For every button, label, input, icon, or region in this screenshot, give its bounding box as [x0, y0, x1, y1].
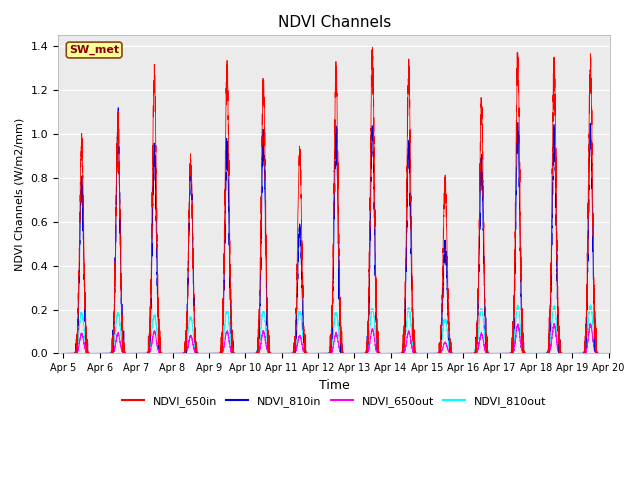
Line: NDVI_810out: NDVI_810out — [63, 305, 609, 353]
NDVI_650in — [605, 350, 612, 356]
NDVI_810out — [176, 350, 184, 356]
NDVI_810out — [603, 350, 611, 356]
NDVI_650in — [412, 349, 419, 355]
NDVI_650in — [171, 350, 179, 356]
Text: SW_met: SW_met — [69, 45, 119, 55]
NDVI_810in — [412, 349, 419, 355]
NDVI_810out — [587, 302, 595, 308]
Line: NDVI_650out: NDVI_650out — [63, 324, 609, 353]
Line: NDVI_650in: NDVI_650in — [63, 47, 609, 353]
NDVI_650out — [586, 321, 594, 326]
NDVI_810in — [605, 350, 612, 356]
NDVI_650in — [264, 323, 271, 329]
NDVI_650in — [489, 350, 497, 356]
NDVI_650out — [171, 350, 179, 356]
NDVI_810in — [177, 350, 184, 356]
NDVI_810out — [489, 350, 497, 356]
NDVI_810in — [171, 350, 179, 356]
Line: NDVI_810in: NDVI_810in — [63, 108, 609, 353]
NDVI_650out — [605, 350, 612, 356]
NDVI_810out — [60, 350, 67, 356]
NDVI_810out — [412, 349, 419, 355]
NDVI_650out — [176, 350, 184, 356]
NDVI_650out — [412, 350, 419, 356]
NDVI_810in — [60, 350, 67, 356]
NDVI_650out — [603, 350, 611, 356]
NDVI_650in — [60, 350, 67, 356]
NDVI_810in — [603, 350, 611, 356]
NDVI_650out — [264, 348, 271, 354]
NDVI_810in — [264, 327, 271, 333]
NDVI_650out — [60, 350, 67, 356]
NDVI_810out — [171, 350, 179, 356]
NDVI_650out — [72, 350, 79, 356]
Y-axis label: NDVI Channels (W/m2/mm): NDVI Channels (W/m2/mm) — [15, 118, 25, 271]
NDVI_810out — [605, 350, 612, 356]
NDVI_650in — [72, 350, 79, 356]
NDVI_810out — [264, 343, 271, 348]
NDVI_810out — [71, 350, 79, 356]
X-axis label: Time: Time — [319, 379, 349, 392]
NDVI_810in — [72, 350, 79, 356]
NDVI_650in — [176, 350, 184, 356]
Title: NDVI Channels: NDVI Channels — [278, 15, 391, 30]
NDVI_650in — [369, 44, 376, 50]
NDVI_810in — [489, 350, 497, 356]
NDVI_650out — [489, 350, 497, 356]
NDVI_810in — [115, 105, 122, 110]
NDVI_650in — [603, 350, 611, 356]
Legend: NDVI_650in, NDVI_810in, NDVI_650out, NDVI_810out: NDVI_650in, NDVI_810in, NDVI_650out, NDV… — [117, 392, 551, 411]
